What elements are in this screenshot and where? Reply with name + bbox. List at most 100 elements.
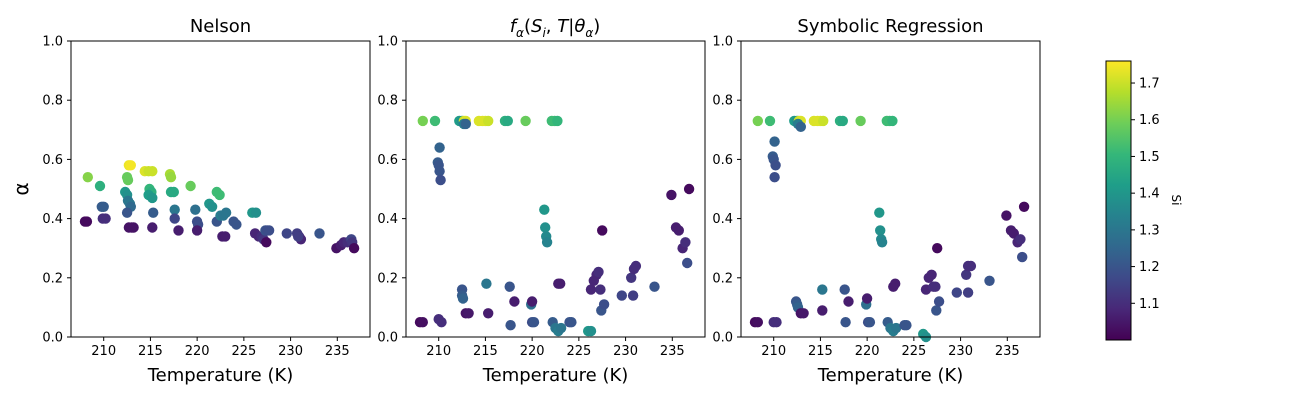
data-point: [555, 278, 566, 289]
x-tick-label: 210: [761, 344, 786, 359]
data-point: [683, 183, 695, 195]
x-tick-label: 230: [278, 344, 303, 359]
x-axis-ticks: 210 215 220 225 230 235: [426, 337, 685, 359]
data-point: [817, 305, 828, 316]
data-point: [173, 225, 184, 236]
data-point: [630, 260, 642, 272]
panel-title: Symbolic Regression: [797, 16, 983, 37]
data-point: [552, 115, 563, 127]
data-point: [593, 266, 604, 278]
data-point: [926, 269, 937, 280]
y-tick-label: 0.0: [377, 331, 398, 346]
data-point: [165, 172, 177, 183]
y-tick-label: 0.6: [42, 153, 63, 168]
data-point: [528, 317, 540, 328]
x-tick-label: 220: [855, 344, 880, 359]
data-point: [481, 278, 492, 289]
data-point: [509, 296, 520, 307]
x-tick-label: 225: [566, 344, 591, 359]
data-point: [649, 281, 660, 292]
data-point: [876, 237, 888, 248]
data-point: [585, 325, 597, 337]
data-point: [185, 180, 196, 192]
data-point: [231, 219, 242, 230]
data-point: [795, 121, 806, 132]
data-point: [855, 115, 866, 127]
data-point: [463, 308, 474, 319]
y-axis-label: α: [9, 182, 33, 195]
data-point: [169, 204, 180, 215]
panel-symbolic-regression: Symbolic Regression 210 215 220 225 230 235 0…: [712, 16, 1041, 386]
data-point: [951, 287, 962, 298]
data-point: [752, 317, 763, 328]
x-tick-label: 210: [426, 344, 451, 359]
data-point: [837, 115, 848, 127]
x-tick-label: 230: [948, 344, 973, 359]
panel-f-alpha: fα(Si, T|θα) 210 215 220 225 230 235 0.00.20.…: [377, 16, 706, 386]
data-point: [874, 207, 885, 218]
data-point: [81, 216, 93, 227]
colorbar-tick-label: 1.6: [1139, 113, 1160, 128]
data-point: [148, 207, 159, 218]
data-point: [627, 290, 639, 301]
data-point: [769, 172, 780, 183]
x-tick-label: 235: [660, 344, 685, 359]
data-point: [122, 174, 134, 186]
data-point: [541, 237, 553, 248]
data-point: [504, 281, 515, 292]
data-point: [931, 305, 942, 316]
data-point: [128, 222, 139, 233]
data-point: [770, 160, 781, 171]
data-point: [1015, 234, 1026, 245]
data-point: [890, 278, 901, 289]
data-point: [752, 115, 763, 127]
data-point: [417, 317, 428, 328]
x-tick-label: 215: [473, 344, 498, 359]
colorbar-tick-label: 1.1: [1139, 297, 1160, 312]
data-point: [539, 204, 550, 215]
data-point: [82, 172, 94, 183]
colorbar: 1.1 1.2 1.3 1.4 1.5 1.6 1.7 Si: [1105, 60, 1183, 341]
y-tick-label: 0.6: [377, 153, 398, 168]
data-point: [526, 296, 538, 307]
y-tick-label: 0.0: [712, 331, 733, 346]
colorbar-ticks: 1.1 1.2 1.3 1.4 1.5 1.6 1.7: [1131, 77, 1160, 312]
data-point: [965, 260, 977, 272]
scatter-points: [414, 115, 695, 337]
data-point: [434, 166, 445, 177]
x-tick-label: 225: [901, 344, 926, 359]
data-point: [429, 115, 441, 127]
plot-frame: [405, 40, 706, 338]
y-tick-label: 0.8: [42, 94, 63, 109]
data-point: [961, 269, 972, 280]
colorbar-fill: [1106, 61, 1131, 340]
data-point: [798, 308, 809, 319]
data-point: [191, 225, 203, 236]
x-axis-ticks: 210 215 220 225 230 235: [91, 337, 350, 359]
x-tick-label: 210: [91, 344, 116, 359]
data-point: [436, 317, 447, 328]
y-tick-label: 0.4: [42, 212, 63, 227]
data-point: [962, 287, 974, 298]
x-tick-label: 230: [613, 344, 638, 359]
colorbar-label: Si: [1169, 195, 1183, 206]
data-point: [263, 225, 275, 236]
y-tick-label: 0.8: [377, 94, 398, 109]
data-point: [483, 115, 494, 127]
data-point: [147, 222, 158, 233]
data-point: [483, 308, 494, 319]
scatter-points: [749, 115, 1030, 343]
data-point: [435, 174, 446, 186]
data-point: [250, 207, 262, 218]
colorbar-tick-label: 1.7: [1139, 77, 1160, 92]
data-point: [555, 322, 567, 334]
data-point: [540, 222, 551, 233]
x-tick-label: 220: [520, 344, 545, 359]
data-point: [984, 275, 995, 286]
data-point: [861, 293, 873, 304]
data-point: [292, 231, 304, 242]
data-point: [214, 189, 225, 201]
data-point: [840, 317, 851, 328]
plot-frame: [70, 40, 371, 338]
data-point: [839, 284, 850, 295]
